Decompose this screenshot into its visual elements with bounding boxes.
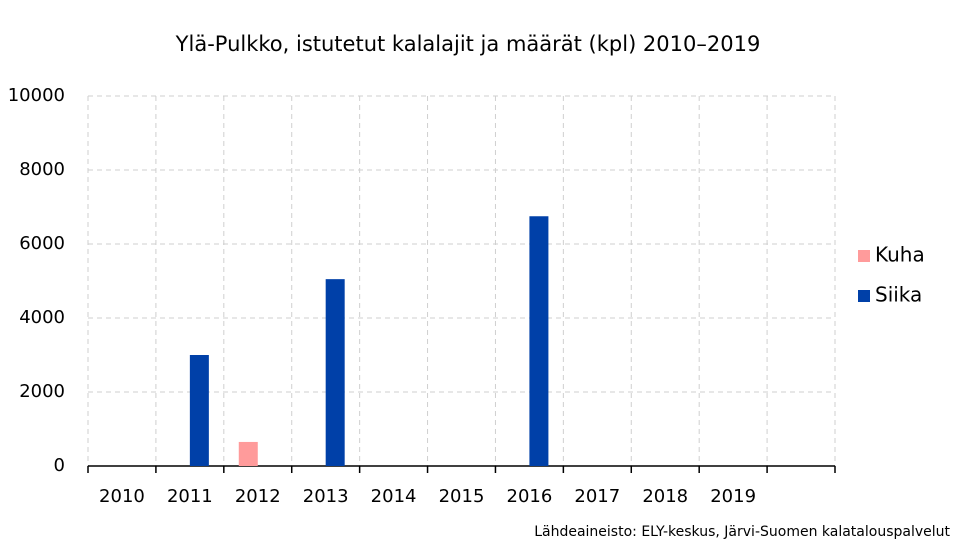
- x-tick-label: 2012: [235, 486, 281, 507]
- legend-label: Kuha: [875, 243, 925, 267]
- source-note: Lähdeaineisto: ELY-keskus, Järvi-Suomen …: [534, 524, 950, 540]
- x-tick-label: 2017: [574, 486, 620, 507]
- x-tick-label: 2014: [371, 486, 417, 507]
- y-tick-label: 8000: [19, 159, 65, 180]
- bar: [238, 441, 258, 466]
- x-tick-label: 2015: [439, 486, 485, 507]
- y-tick-label: 10000: [8, 85, 65, 106]
- y-tick-label: 2000: [19, 381, 65, 402]
- x-tick-label: 2018: [642, 486, 688, 507]
- legend-swatch: [858, 250, 870, 262]
- x-tick-label: 2016: [507, 486, 553, 507]
- x-tick-label: 2010: [99, 486, 145, 507]
- x-tick-label: 2019: [710, 486, 756, 507]
- bar: [189, 355, 209, 466]
- x-tick-label: 2013: [303, 486, 349, 507]
- x-tick-label: 2011: [167, 486, 213, 507]
- bar: [529, 216, 549, 466]
- y-tick-label: 4000: [19, 307, 65, 328]
- chart-title: Ylä-Pulkko, istutetut kalalajit ja määrä…: [175, 32, 761, 56]
- legend-swatch: [858, 290, 870, 302]
- y-tick-label: 0: [54, 455, 65, 476]
- bar: [325, 279, 345, 466]
- y-tick-label: 6000: [19, 233, 65, 254]
- legend-label: Siika: [875, 283, 922, 307]
